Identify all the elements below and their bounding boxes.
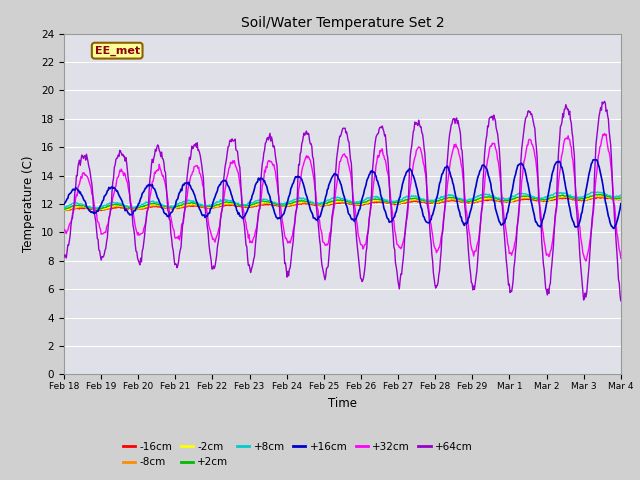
X-axis label: Time: Time [328, 396, 357, 409]
Text: EE_met: EE_met [95, 46, 140, 56]
Legend: -16cm, -8cm, -2cm, +2cm, +8cm, +16cm, +32cm, +64cm: -16cm, -8cm, -2cm, +2cm, +8cm, +16cm, +3… [118, 438, 477, 471]
Title: Soil/Water Temperature Set 2: Soil/Water Temperature Set 2 [241, 16, 444, 30]
Y-axis label: Temperature (C): Temperature (C) [22, 156, 35, 252]
